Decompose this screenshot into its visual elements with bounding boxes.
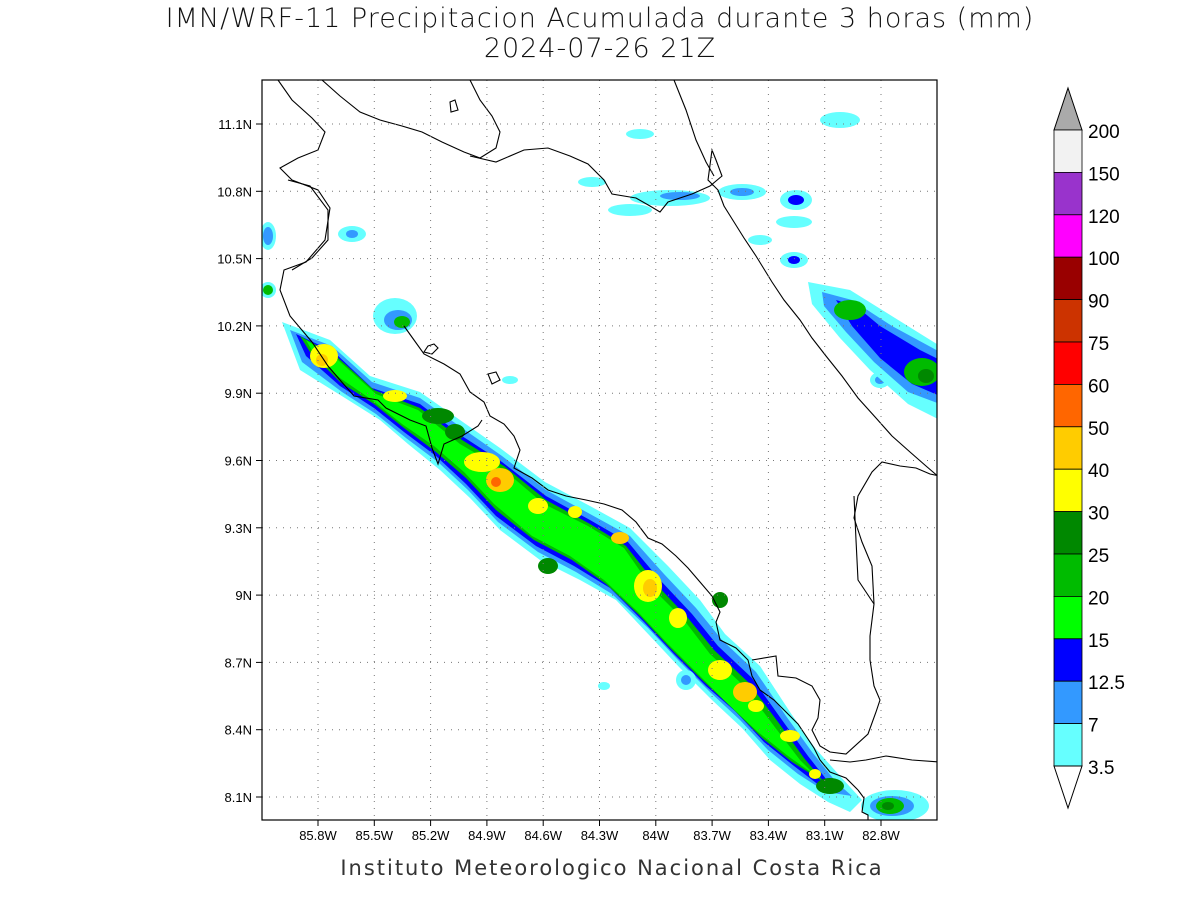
lon-label: 84.9W [468, 828, 506, 843]
colorbar-label: 90 [1088, 292, 1109, 313]
lat-label: 10.5N [217, 252, 252, 267]
colorbar-swatch [1053, 341, 1083, 385]
colorbar-over-triangle [1053, 86, 1083, 131]
colorbar-swatch [1053, 299, 1083, 343]
lat-label: 9.3N [225, 521, 252, 536]
longitude-labels: 85.8W 85.5W 85.2W 84.9W 84.6W 84.3W 84W 83.7W 83… [299, 828, 900, 843]
footer-credit: Instituto Meteorologico Nacional Costa R… [340, 856, 884, 880]
colorbar-swatch [1053, 511, 1083, 555]
latitude-labels: 11.1N 10.8N 10.5N 10.2N 9.9N 9.6N 9.3N 9N 8.7N 8.… [217, 117, 252, 805]
lon-label: 85.5W [356, 828, 394, 843]
lat-label: 8.4N [225, 723, 252, 738]
lat-label: 8.1N [225, 790, 252, 805]
colorbar-swatch [1053, 468, 1083, 513]
colorbar-under-triangle [1053, 765, 1083, 810]
lon-label: 84.3W [581, 828, 619, 843]
map-frame [261, 79, 938, 821]
precipitation-field [262, 112, 937, 820]
colorbar-label: 12.5 [1088, 673, 1125, 694]
lat-label: 9.6N [225, 454, 252, 469]
lat-label: 9.9N [225, 386, 252, 401]
coastline-borders [277, 80, 937, 820]
colorbar-label: 100 [1088, 249, 1120, 270]
colorbar-swatch [1053, 553, 1083, 597]
chart-subtitle-date: 2024-07-26 21Z [483, 33, 717, 64]
lat-label: 9N [235, 588, 252, 603]
lon-label: 83.7W [693, 828, 731, 843]
lat-label: 10.8N [217, 184, 252, 199]
colorbar-label: 3.5 [1088, 758, 1114, 779]
colorbar-label: 30 [1088, 504, 1109, 525]
chart-title: IMN/WRF-11 Precipitacion Acumulada duran… [165, 3, 1035, 34]
lon-label: 85.8W [299, 828, 337, 843]
colorbar-label: 25 [1088, 546, 1109, 567]
colorbar-swatch [1053, 129, 1083, 173]
lon-label: 85.2W [412, 828, 450, 843]
lon-label: 84.6W [524, 828, 562, 843]
lat-lon-grid [262, 80, 937, 820]
colorbar-label: 40 [1088, 461, 1109, 482]
lon-label: 82.8W [862, 828, 900, 843]
colorbar-swatch [1053, 214, 1083, 258]
colorbar-swatch [1053, 171, 1083, 216]
colorbar-label: 7 [1088, 716, 1099, 737]
colorbar-label: 200 [1088, 122, 1120, 143]
colorbar-swatch [1053, 680, 1083, 725]
colorbar-label: 50 [1088, 419, 1109, 440]
colorbar-label: 20 [1088, 588, 1109, 609]
lat-label: 11.1N [218, 117, 252, 132]
colorbar-label: 75 [1088, 334, 1109, 355]
colorbar-swatch [1053, 723, 1083, 767]
colorbar-label: 60 [1088, 376, 1109, 397]
lat-label: 10.2N [217, 319, 252, 334]
colorbar-swatch [1053, 256, 1083, 301]
precip-panama [861, 790, 929, 820]
colorbar-legend: 200 150 120 100 90 75 60 50 40 30 25 20 15 12.5 7 3.5 [1053, 86, 1125, 810]
precip-band-pacific [282, 322, 862, 812]
colorbar-swatch [1053, 383, 1083, 428]
colorbar-swatch [1053, 596, 1083, 640]
axis-ticks [256, 123, 882, 826]
precip-band-caribbean [808, 282, 937, 419]
precip-cores [310, 344, 821, 779]
colorbar-label: 150 [1088, 164, 1120, 185]
colorbar-label: 15 [1088, 631, 1109, 652]
colorbar-label: 120 [1088, 207, 1120, 228]
lat-label: 8.7N [225, 655, 252, 670]
lon-label: 83.1W [806, 828, 844, 843]
lon-label: 84W [642, 828, 669, 843]
colorbar-swatch [1053, 638, 1083, 682]
colorbar-swatch [1053, 426, 1083, 470]
lon-label: 83.4W [750, 828, 788, 843]
